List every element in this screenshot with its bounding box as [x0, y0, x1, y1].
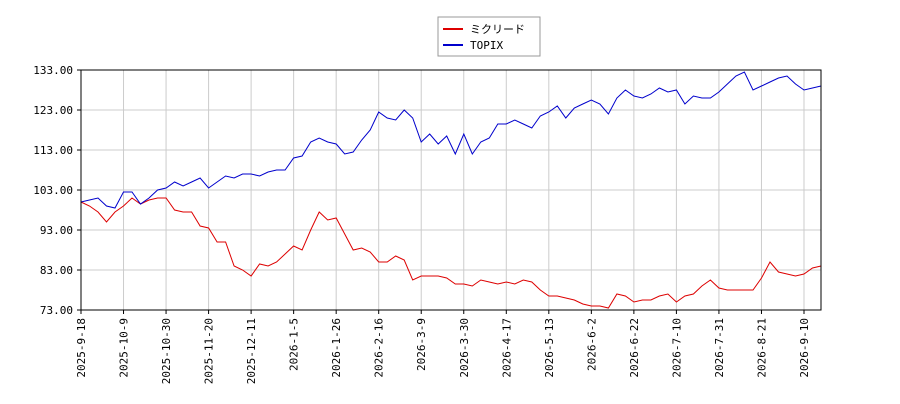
legend-box: [437, 16, 541, 57]
x-tick-label: 2026-7-10: [670, 318, 683, 378]
x-tick-label: 2026-1-5: [288, 318, 301, 371]
x-tick-label: 2026-3-9: [415, 318, 428, 371]
y-tick-label: 123.00: [33, 104, 73, 117]
x-tick-label: 2026-7-31: [713, 318, 726, 378]
plot-border: [80, 69, 822, 311]
y-tick-label: 73.00: [40, 304, 73, 317]
x-tick-label: 2025-12-11: [245, 318, 258, 384]
y-tick-label: 133.00: [33, 64, 73, 77]
x-tick-label: 2025-10-30: [160, 318, 173, 384]
y-tick-label: 113.00: [33, 144, 73, 157]
x-tick-label: 2026-3-30: [458, 318, 471, 378]
legend-label: ミクリード: [470, 23, 525, 36]
line-series: [80, 71, 822, 209]
x-tick-label: 2026-5-13: [543, 318, 556, 378]
x-tick-label: 2026-2-16: [373, 318, 386, 378]
x-tick-label: 2026-8-21: [755, 318, 768, 378]
y-tick-label: 103.00: [33, 184, 73, 197]
legend-label: TOPIX: [470, 39, 503, 52]
x-tick-label: 2025-11-20: [203, 318, 216, 384]
x-tick-label: 2025-9-18: [75, 318, 88, 378]
y-tick-label: 83.00: [40, 264, 73, 277]
x-tick-label: 2026-4-17: [500, 318, 513, 378]
x-tick-label: 2026-1-26: [330, 318, 343, 378]
x-tick-label: 2025-10-9: [118, 318, 131, 378]
y-tick-label: 93.00: [40, 224, 73, 237]
x-tick-label: 2026-6-2: [585, 318, 598, 371]
x-tick-label: 2026-6-22: [628, 318, 641, 378]
x-tick-label: 2026-9-10: [798, 318, 811, 378]
line-series: [80, 197, 822, 309]
